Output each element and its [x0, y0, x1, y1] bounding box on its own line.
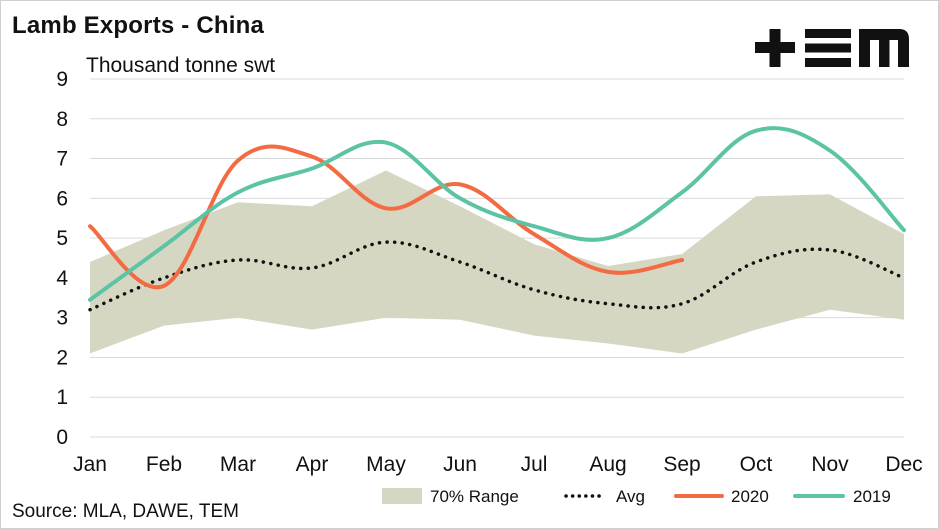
x-tick-label: Oct	[740, 453, 773, 476]
y-tick-label: 1	[56, 386, 68, 409]
y-tick-label: 0	[56, 426, 68, 449]
x-tick-label: Dec	[885, 453, 922, 476]
series-line-avg	[88, 240, 906, 312]
y-tick-label: 8	[56, 108, 68, 131]
y-tick-label: 6	[56, 187, 68, 210]
chart-title: Lamb Exports - China	[12, 12, 265, 39]
legend-swatch-range	[382, 488, 422, 504]
x-tick-label: Mar	[220, 453, 256, 476]
x-tick-label: Nov	[811, 453, 849, 476]
legend-label-range: 70% Range	[430, 487, 519, 506]
source-note: Source: MLA, DAWE, TEM	[12, 501, 239, 522]
series-line-2019	[88, 126, 906, 302]
y-tick-label: 7	[56, 148, 68, 171]
x-tick-label: Jan	[73, 453, 107, 476]
y-tick-label: 9	[56, 68, 68, 91]
x-tick-label: Feb	[146, 453, 182, 476]
tem-logo	[755, 29, 909, 67]
y-tick-label: 2	[56, 346, 68, 369]
y-axis-unit-label: Thousand tonne swt	[86, 54, 276, 77]
y-tick-label: 5	[56, 227, 68, 250]
legend-label-2020: 2020	[731, 487, 769, 506]
x-tick-label: May	[366, 453, 406, 476]
x-tick-label: Sep	[663, 453, 700, 476]
x-tick-label: Jul	[521, 453, 548, 476]
y-tick-label: 3	[56, 307, 68, 330]
x-tick-label: Apr	[296, 453, 329, 476]
y-tick-label: 4	[56, 267, 68, 290]
x-tick-label: Aug	[589, 453, 626, 476]
legend-label-avg: Avg	[616, 487, 645, 506]
range-band	[90, 170, 904, 354]
x-tick-label: Jun	[443, 453, 477, 476]
series-line-2020	[88, 144, 684, 290]
legend-label-2019: 2019	[853, 487, 891, 506]
